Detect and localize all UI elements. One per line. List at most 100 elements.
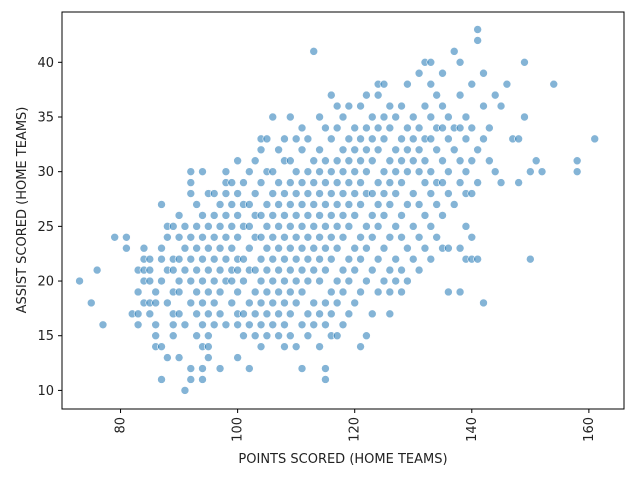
y-tick-label: 35 [37, 110, 54, 125]
scatter-point [344, 178, 354, 187]
scatter-point [467, 189, 477, 198]
scatter-point [297, 243, 307, 253]
scatter-point [233, 232, 242, 242]
scatter-point [227, 298, 237, 308]
scatter-point [303, 276, 313, 286]
scatter-point [303, 309, 313, 319]
scatter-point [186, 178, 196, 187]
scatter-point [250, 156, 260, 166]
scatter-point [250, 265, 260, 275]
scatter-point [432, 145, 441, 155]
scatter-point [280, 298, 289, 308]
scatter-point [309, 178, 319, 187]
scatter-point [420, 156, 430, 166]
scatter-point [362, 145, 371, 155]
scatter-point [420, 211, 430, 220]
scatter-point [490, 90, 500, 100]
scatter-point [151, 331, 160, 341]
scatter-point [321, 364, 330, 373]
scatter-point [297, 287, 307, 297]
scatter-point [233, 265, 242, 275]
scatter-point [391, 145, 400, 155]
scatter-point [274, 145, 283, 155]
scatter-point [163, 298, 172, 308]
scatter-point [286, 200, 295, 209]
scatter-point [397, 287, 406, 297]
scatter-point [215, 243, 225, 253]
scatter-point [186, 189, 196, 198]
scatter-point [414, 167, 424, 176]
scatter-point [192, 222, 201, 231]
scatter-point [286, 309, 295, 319]
scatter-point [309, 156, 319, 166]
scatter-point [309, 265, 319, 275]
scatter-points [75, 25, 600, 395]
scatter-point [397, 178, 406, 187]
scatter-point [198, 298, 207, 308]
scatter-point [186, 232, 196, 242]
scatter-point [344, 276, 354, 286]
scatter-point [350, 265, 360, 275]
scatter-point [180, 222, 190, 231]
scatter-point [338, 211, 348, 220]
scatter-point [356, 287, 365, 297]
scatter-point [526, 254, 535, 264]
scatter-point [426, 189, 436, 198]
scatter-point [321, 156, 330, 166]
scatter-point [180, 386, 190, 395]
scatter-point [461, 134, 471, 144]
scatter-point [303, 189, 313, 198]
x-axis-title: POINTS SCORED (HOME TEAMS) [238, 452, 447, 467]
scatter-point [227, 243, 237, 253]
scatter-point [174, 211, 184, 220]
scatter-point [344, 309, 354, 319]
scatter-point [174, 276, 184, 286]
x-tick-label: 100 [231, 417, 246, 442]
scatter-point [268, 320, 278, 330]
scatter-point [367, 265, 377, 275]
scatter-point [432, 90, 441, 100]
scatter-point [198, 375, 207, 384]
scatter-point [245, 167, 254, 176]
scatter-point [221, 211, 231, 220]
scatter-point [274, 331, 283, 341]
scatter-point [408, 156, 418, 166]
scatter-point [461, 167, 471, 176]
scatter-point [198, 232, 207, 242]
scatter-point [373, 287, 383, 297]
scatter-point [297, 265, 307, 275]
scatter-point [391, 189, 400, 198]
scatter-point [420, 101, 430, 111]
scatter-point [408, 189, 418, 198]
scatter-point [321, 222, 330, 231]
scatter-point [256, 211, 266, 220]
scatter-point [408, 134, 418, 144]
scatter-point [262, 243, 272, 253]
scatter-point [321, 123, 330, 133]
scatter-point [397, 265, 406, 275]
scatter-point [473, 178, 482, 187]
scatter-point [373, 123, 383, 133]
scatter-point [309, 320, 319, 330]
scatter-point [520, 58, 529, 67]
scatter-point [280, 134, 289, 144]
scatter-point [356, 178, 365, 187]
scatter-point [379, 189, 389, 198]
scatter-point [280, 276, 289, 286]
x-tick-label: 80 [114, 417, 129, 434]
scatter-point [520, 112, 529, 122]
scatter-point [215, 265, 225, 275]
scatter-point [426, 79, 436, 89]
scatter-point [245, 243, 254, 253]
scatter-point [215, 309, 225, 319]
scatter-point [391, 254, 400, 264]
scatter-point [514, 178, 523, 187]
scatter-point [362, 222, 371, 231]
scatter-point [286, 331, 295, 341]
scatter-point [250, 287, 260, 297]
scatter-point [479, 101, 488, 111]
scatter-point [373, 145, 383, 155]
scatter-point [274, 309, 283, 319]
scatter-point [215, 364, 225, 373]
